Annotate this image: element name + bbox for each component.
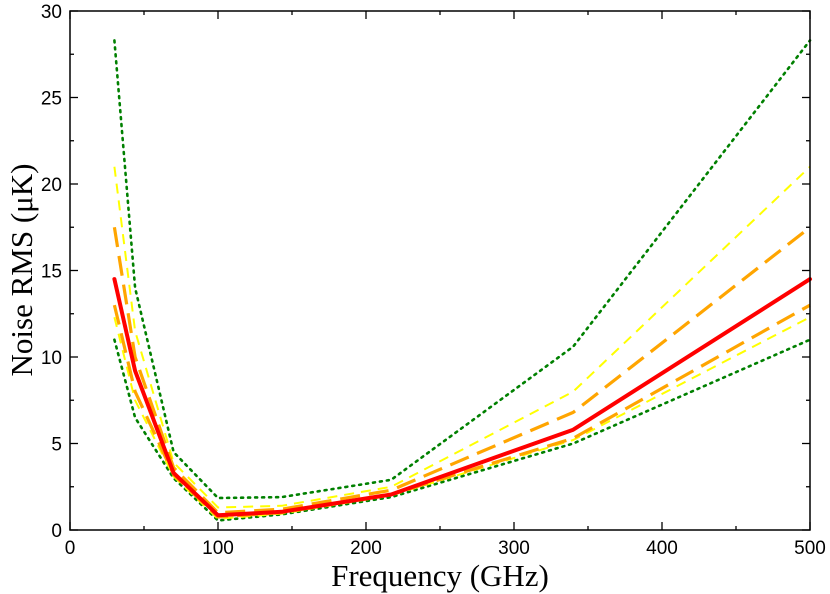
x-tick-label: 400 (646, 538, 678, 559)
series-line-inner-lower-longdash (112, 303, 811, 519)
tick-layer: 0 100 200 300 400 500 0 5 10 15 20 25 30 (41, 2, 826, 559)
series-layer (112, 39, 812, 522)
x-tick-label: 300 (498, 538, 530, 559)
y-axis-label: Noise RMS (μK) (4, 164, 39, 377)
series-line-outer-lower-dotted (113, 338, 812, 522)
y-tick-label: 20 (41, 175, 62, 196)
series-line-outer-upper-dotted (113, 39, 812, 500)
x-tick-label: 0 (65, 538, 76, 559)
y-tick-label: 10 (41, 348, 62, 369)
x-tick-label: 200 (350, 538, 382, 559)
x-tick-label: 500 (794, 538, 826, 559)
series-line-inner-upper-longdash (112, 226, 811, 515)
y-tick-label: 5 (51, 435, 62, 456)
series-line-central-solid (112, 277, 812, 518)
x-axis-label: Frequency (GHz) (331, 558, 549, 593)
series-line-mid-upper-dashed (113, 165, 811, 509)
y-tick-label: 25 (41, 89, 62, 110)
plot-frame (69, 10, 811, 531)
y-tick-label: 15 (41, 262, 62, 283)
y-tick-label: 0 (51, 521, 62, 542)
y-tick-label: 30 (41, 2, 62, 23)
x-tick-label: 100 (202, 538, 234, 559)
